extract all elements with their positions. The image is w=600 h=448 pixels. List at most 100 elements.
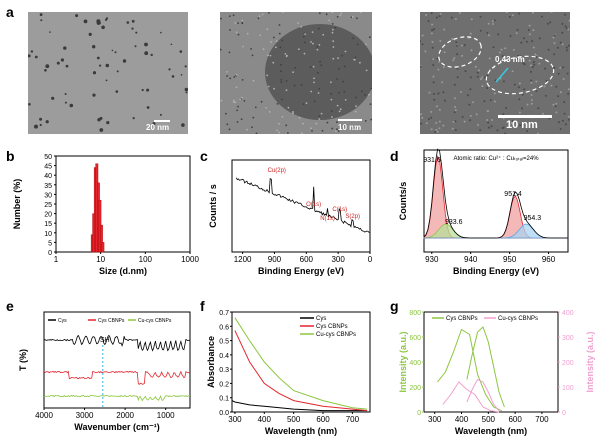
nanoparticle	[184, 65, 187, 68]
panel-b-ylabel: Number (%)	[12, 179, 22, 230]
grain	[272, 36, 275, 39]
grain	[487, 126, 490, 129]
nanoparticle	[49, 31, 51, 33]
grain	[529, 64, 532, 67]
grain	[530, 94, 533, 96]
panel-f-series-line	[231, 400, 368, 412]
grain	[519, 57, 522, 60]
grain	[241, 19, 244, 22]
grain	[352, 37, 355, 40]
grain	[481, 76, 484, 79]
grain	[450, 16, 453, 19]
grain	[436, 130, 439, 133]
grain	[421, 34, 424, 37]
panel-f-ytick-label: 0.4	[219, 353, 229, 360]
grain	[544, 67, 547, 70]
grain	[454, 105, 457, 108]
grain	[438, 120, 441, 123]
nanoparticle	[45, 120, 49, 124]
nanoparticle	[99, 128, 104, 132]
nanoparticle	[39, 117, 43, 121]
panel-g-series-line	[437, 328, 502, 412]
grain	[466, 94, 469, 97]
grain	[305, 102, 308, 104]
panel-b-bar	[100, 224, 103, 253]
nanoparticle	[96, 19, 101, 24]
grain	[293, 84, 296, 87]
grain	[538, 62, 541, 65]
grain	[433, 28, 436, 31]
grain	[518, 111, 521, 114]
grain	[435, 128, 438, 131]
grain	[553, 42, 556, 45]
grain	[424, 50, 427, 53]
grain	[302, 36, 305, 38]
grain	[318, 87, 321, 90]
grain	[284, 53, 287, 55]
grain	[442, 91, 445, 94]
grain	[229, 29, 231, 31]
grain	[469, 119, 472, 122]
grain	[562, 78, 565, 80]
grain	[226, 75, 228, 77]
grain	[552, 36, 555, 39]
grain	[252, 116, 255, 119]
grain	[525, 40, 528, 43]
grain	[439, 12, 442, 15]
panel-b-ytick-label: 25	[44, 202, 52, 209]
nanoparticle	[170, 43, 173, 46]
nanoparticle	[152, 122, 156, 126]
panel-label-g: g	[390, 298, 399, 314]
grain	[351, 16, 354, 18]
panel-e-xtick-label: 2000	[116, 411, 134, 420]
grain	[272, 61, 275, 64]
grain	[523, 63, 526, 66]
grain	[565, 27, 568, 30]
grain	[294, 67, 297, 69]
grain	[252, 79, 255, 82]
panel-c-frame	[231, 159, 371, 253]
grain	[477, 124, 479, 126]
nanoparticle	[141, 88, 144, 92]
grain	[421, 43, 424, 46]
panel-f-xtick-label: 700	[346, 415, 360, 424]
panel-label-b: b	[6, 148, 15, 164]
grain	[529, 70, 532, 73]
grain	[313, 81, 315, 84]
panel-d-fit-peak	[423, 223, 568, 239]
grain	[257, 17, 260, 20]
grain	[281, 98, 283, 101]
panel-label-d: d	[390, 148, 399, 164]
grain	[336, 104, 339, 107]
panel-c-xtick-label: 300	[331, 255, 345, 264]
grain	[317, 27, 320, 30]
grain	[561, 31, 564, 34]
panel-f-xtick-label: 400	[258, 415, 272, 424]
grain	[530, 81, 533, 84]
grain	[559, 41, 562, 44]
scale-bar-2	[338, 119, 362, 121]
grain	[255, 132, 258, 134]
grain	[550, 84, 553, 87]
grain	[430, 116, 433, 119]
nanoparticle	[160, 31, 162, 34]
grain	[517, 86, 520, 89]
grain	[317, 71, 319, 74]
grain	[469, 76, 472, 79]
grain	[330, 81, 332, 84]
grain	[508, 15, 511, 18]
nanoparticle	[115, 90, 119, 93]
lattice-spacing-label: 0.43 nm	[495, 55, 525, 64]
grain	[511, 14, 514, 17]
grain	[567, 115, 570, 118]
grain	[325, 13, 328, 16]
panel-g-legend-label: Cu-cys CBNPs	[498, 316, 538, 322]
panel-b-ytick-label: 15	[44, 221, 52, 228]
panel-f-legend-label: Cys	[316, 316, 326, 322]
grain	[355, 105, 357, 108]
panel-label-a: a	[6, 4, 14, 20]
grain	[477, 69, 480, 72]
grain	[567, 92, 570, 95]
grain	[352, 127, 355, 129]
grain	[353, 58, 356, 61]
